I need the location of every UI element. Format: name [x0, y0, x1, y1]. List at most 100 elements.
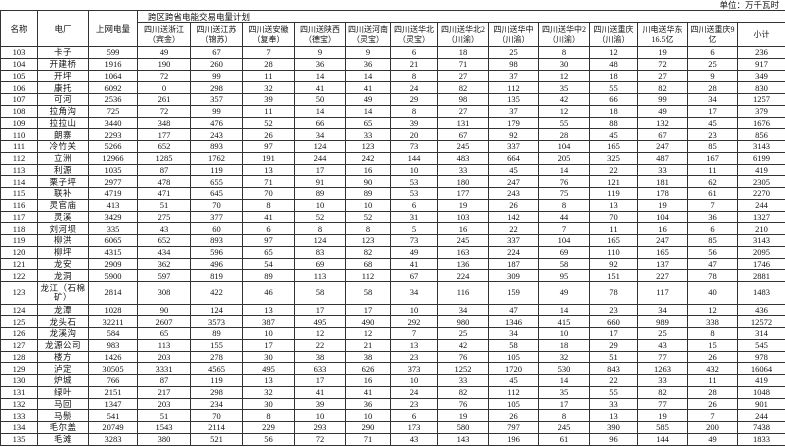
- subtotal: 2881: [736, 269, 785, 282]
- trade-value: 14: [538, 374, 590, 387]
- grid-energy: 584: [88, 327, 138, 340]
- trade-value: 98: [488, 57, 539, 71]
- trade-value: 292: [390, 315, 438, 328]
- trade-value: 521: [190, 432, 243, 446]
- plant-name: 楼方: [37, 350, 89, 364]
- table-row: 123 龙江（石棉矿） 2814 308 422 46 58 58 34 116 159 49 78 11…: [0, 281, 785, 305]
- grid-energy: 6092: [88, 81, 138, 94]
- trade-value: 495: [294, 315, 346, 328]
- row-id: 110: [0, 128, 38, 141]
- trade-value: 72: [294, 432, 346, 446]
- trade-value: 243: [488, 187, 539, 200]
- trade-value: 245: [437, 140, 489, 153]
- grid-energy: 1064: [88, 69, 138, 83]
- trade-value: 39: [242, 93, 295, 106]
- trade-value: 103: [437, 210, 489, 224]
- trade-value: 99: [637, 93, 688, 106]
- subtotal: 1257: [736, 93, 785, 106]
- trade-value: 261: [137, 93, 191, 106]
- trade-value: 105: [488, 350, 539, 364]
- trade-value: 99: [190, 104, 243, 118]
- plant-name: 栗子坪: [37, 175, 89, 188]
- trade-value: 247: [488, 175, 539, 188]
- trade-value: 97: [242, 234, 295, 247]
- trade-value: 3573: [190, 315, 243, 328]
- trade-value: 22: [488, 222, 539, 235]
- row-id: 117: [0, 210, 38, 224]
- trade-value: 144: [637, 432, 688, 446]
- header-sub-column: 四川送华北2（川渝）: [437, 22, 489, 47]
- grid-energy: 5266: [88, 140, 138, 153]
- trade-value: 17: [538, 397, 590, 411]
- trade-value: 78: [589, 281, 638, 305]
- trade-value: 35: [538, 385, 590, 399]
- trade-value: 24: [390, 81, 438, 94]
- trade-value: 13: [242, 163, 295, 177]
- trade-value: 11: [687, 374, 738, 387]
- trade-value: 357: [190, 93, 243, 106]
- subtotal: 244: [736, 198, 785, 212]
- trade-value: 893: [190, 140, 243, 153]
- trade-value: 309: [488, 269, 539, 282]
- trade-value: 652: [137, 140, 191, 153]
- trade-value: 32: [538, 350, 590, 364]
- trade-value: 8: [538, 198, 590, 212]
- trade-value: 34: [390, 281, 438, 305]
- trade-value: 75: [538, 187, 590, 200]
- trade-value: 55: [589, 81, 638, 94]
- grid-energy: 2151: [88, 385, 138, 399]
- trade-value: 10: [538, 327, 590, 340]
- grid-energy: 5900: [88, 269, 138, 282]
- row-id: 123: [0, 281, 38, 305]
- trade-value: 67: [437, 128, 489, 141]
- trade-value: 17: [345, 303, 391, 317]
- trade-value: 6: [390, 198, 438, 212]
- trade-value: 66: [294, 116, 346, 130]
- trade-value: 28: [687, 81, 738, 94]
- trade-value: 113: [294, 269, 346, 282]
- table-row: 103 卡子 599 49 67 7 9 9 6 18 25 8 12 19 6 236: [0, 46, 785, 59]
- trade-value: 89: [294, 187, 346, 200]
- plant-name: 康托: [37, 81, 89, 94]
- table-row: 133 马鬃 541 51 70 8 10 10 6 19 26 8 13 19 7 244: [0, 409, 785, 422]
- trade-value: 14: [294, 104, 346, 118]
- subtotal: 3143: [736, 234, 785, 247]
- header-sub-column: 川电送华东16.5亿: [637, 22, 688, 47]
- trade-value: 308: [137, 281, 191, 305]
- header-sub-column: 四川送河南（灵宝）: [345, 22, 391, 47]
- trade-value: 660: [589, 315, 638, 328]
- grid-energy: 1347: [88, 397, 138, 411]
- trade-value: 34: [294, 128, 346, 141]
- trade-value: 181: [637, 175, 688, 188]
- trade-value: 173: [390, 421, 438, 434]
- trade-value: 46: [242, 281, 295, 305]
- trade-value: 13: [242, 303, 295, 317]
- trade-value: 177: [437, 187, 489, 200]
- grid-energy: 725: [88, 104, 138, 118]
- trade-value: 41: [294, 81, 346, 94]
- trade-value: 8: [538, 46, 590, 59]
- trade-value: 495: [242, 362, 295, 375]
- trade-value: 217: [137, 385, 191, 399]
- trade-value: 242: [345, 151, 391, 165]
- header-sub-column: 小计: [736, 22, 785, 47]
- trade-value: 41: [390, 257, 438, 271]
- subtotal: 856: [736, 128, 785, 141]
- trade-value: 121: [589, 175, 638, 188]
- trade-value: 142: [488, 210, 539, 224]
- trade-value: 49: [687, 432, 738, 446]
- subtotal: 16064: [736, 362, 785, 375]
- trade-value: 843: [589, 362, 638, 375]
- grid-energy: 413: [88, 198, 138, 212]
- subtotal: 901: [736, 397, 785, 411]
- table-row: 110 朗寨 2293 177 243 26 34 33 20 67 92 28 45 67 23 856: [0, 128, 785, 141]
- trade-value: 24: [390, 385, 438, 399]
- trade-value: 135: [488, 93, 539, 106]
- trade-value: 71: [345, 432, 391, 446]
- trade-plan-table: 名称 电厂 上网电量 跨区跨省电能交易电量计划 四川送浙江（宾金） 四川送江苏（锦…: [0, 10, 785, 446]
- trade-value: 380: [137, 432, 191, 446]
- trade-value: 110: [589, 245, 638, 259]
- trade-value: 8: [390, 69, 438, 83]
- trade-value: 82: [437, 81, 489, 94]
- row-id: 108: [0, 104, 38, 118]
